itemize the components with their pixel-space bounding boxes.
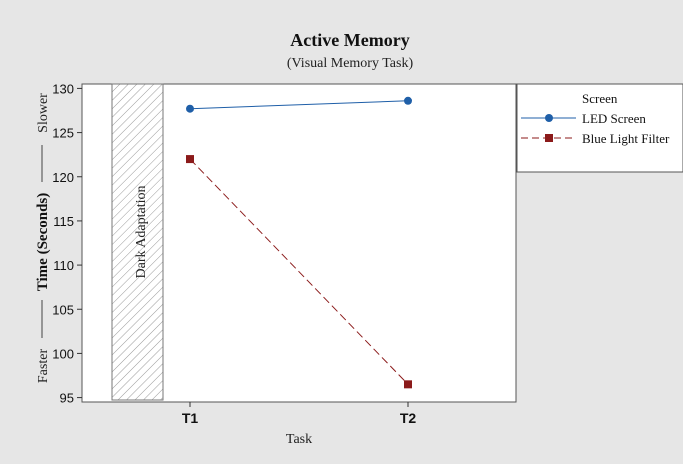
dark-adaptation-label: Dark Adaptation: [134, 186, 149, 279]
chart-title: Active Memory: [290, 30, 409, 50]
data-point: [404, 96, 412, 105]
y-axis: 95 100 105 110 115 120 125 130: [52, 81, 82, 406]
y-tick-label: 95: [60, 391, 74, 406]
data-point: [186, 104, 194, 113]
legend-box: [516, 83, 683, 173]
dark-adaptation-band: [111, 83, 164, 401]
chart-subtitle: (Visual Memory Task): [287, 56, 414, 71]
data-point: [404, 380, 412, 389]
y-tick-label: 100: [52, 346, 74, 361]
y-axis-label-group: Faster Time (Seconds) Slower: [35, 93, 51, 383]
x-tick-label: T2: [400, 410, 417, 426]
y-tick-label: 120: [52, 170, 74, 185]
y-tick-label: 110: [53, 258, 74, 273]
legend-swatch-marker: [545, 134, 553, 142]
data-point: [186, 155, 194, 164]
y-axis-label-low: Faster: [36, 349, 51, 384]
legend-swatch-marker: [545, 114, 553, 122]
x-tick-label: T1: [182, 410, 199, 426]
y-tick-label: 130: [52, 81, 74, 96]
y-tick-label: 105: [52, 302, 74, 317]
x-axis-label: Task: [286, 432, 312, 447]
legend-items: LED Screen Blue Light Filter: [521, 111, 670, 146]
legend: Screen LED Screen Blue Light Filter: [516, 83, 683, 173]
legend-title: Screen: [582, 91, 618, 106]
series-line-led-screen: [189, 100, 409, 110]
y-tick-label: 115: [53, 214, 74, 229]
x-axis: T1 T2: [182, 402, 417, 426]
y-axis-label-high: Slower: [36, 93, 51, 133]
series-line-blue-light-filter: [189, 158, 409, 385]
series-layer: [186, 96, 412, 389]
legend-label: LED Screen: [582, 111, 646, 126]
legend-label: Blue Light Filter: [582, 131, 670, 146]
y-axis-label: Time (Seconds): [35, 193, 51, 291]
y-tick-label: 125: [52, 126, 74, 141]
